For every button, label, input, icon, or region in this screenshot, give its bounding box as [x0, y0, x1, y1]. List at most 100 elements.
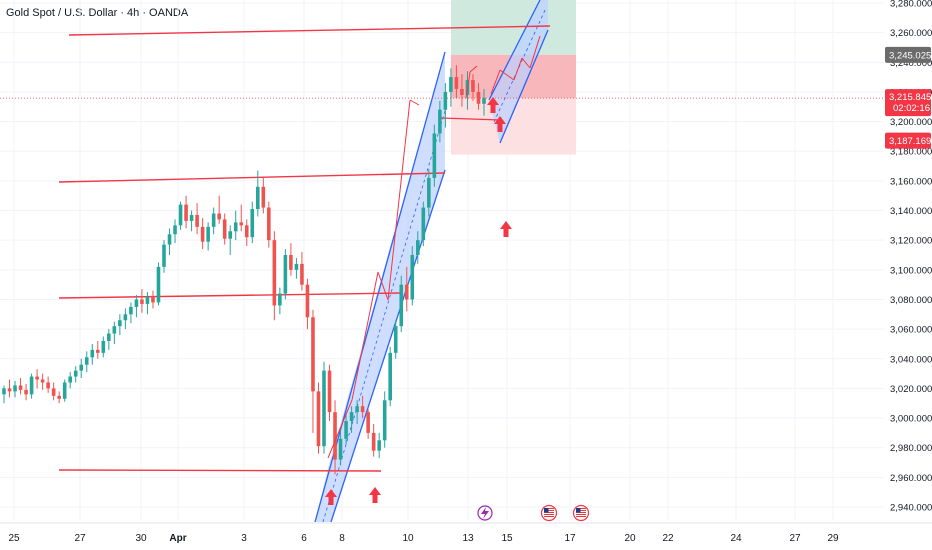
candle-body: [344, 421, 348, 439]
position-zones: [451, 0, 576, 155]
candle-body: [427, 177, 431, 208]
candle-body: [134, 299, 139, 307]
candle-body: [2, 388, 6, 395]
projection-path: [327, 399, 353, 459]
y-tick-label: 3,000.000: [890, 414, 932, 425]
stop-price-label: 3,187.169: [889, 136, 931, 147]
candle-body: [267, 207, 271, 241]
candle-body: [250, 209, 255, 238]
lightning-icon[interactable]: [477, 505, 493, 521]
candle-body: [438, 109, 442, 134]
candle-body: [366, 412, 370, 433]
candle-body: [338, 438, 343, 460]
candle-body: [283, 255, 288, 294]
candle-body: [454, 77, 459, 89]
support-resistance-line[interactable]: [58, 469, 382, 472]
candle-body: [311, 317, 315, 392]
projection-path: [521, 57, 531, 69]
event-icons[interactable]: [477, 504, 590, 522]
candle-body: [460, 88, 464, 95]
projection-path: [351, 271, 379, 401]
candle-body: [432, 133, 437, 178]
x-tick-label: 25: [8, 533, 20, 544]
arrows: [325, 35, 541, 505]
candle-body: [327, 370, 332, 413]
y-tick-label: 2,980.000: [890, 443, 932, 454]
candle-body: [316, 391, 321, 447]
candle-body: [449, 77, 453, 92]
x-tick-label: 27: [789, 533, 801, 544]
x-tick-label: 15: [501, 533, 513, 544]
candle-body: [112, 326, 117, 334]
x-tick-label: 6: [301, 533, 307, 544]
candle-body: [51, 388, 56, 396]
x-tick-label: 30: [135, 533, 147, 544]
y-tick-label: 3,140.000: [890, 206, 932, 217]
candle-body: [305, 284, 310, 318]
channel-line: [499, 29, 549, 144]
candle-body: [410, 255, 415, 300]
projection-path: [465, 71, 471, 99]
channel-line: [488, 0, 541, 101]
target-price-tag: [885, 46, 931, 63]
candle-body: [415, 240, 420, 255]
candle-body: [382, 400, 387, 441]
x-tick-label: 27: [74, 533, 86, 544]
us-flag-icon[interactable]: [572, 504, 590, 522]
y-tick-label: 3,060.000: [890, 325, 932, 336]
candle-body: [129, 306, 133, 315]
candle-body: [200, 226, 205, 242]
candle-body: [107, 333, 111, 341]
countdown-label: 02:02:16: [893, 103, 930, 114]
y-tick-label: 3,100.000: [890, 265, 932, 276]
candle-body: [195, 214, 199, 227]
buy-arrow-icon: [494, 116, 506, 132]
x-tick-label: 20: [624, 533, 636, 544]
y-tick-label: 2,940.000: [890, 503, 932, 514]
candle-body: [421, 207, 426, 241]
candle-body: [239, 222, 244, 226]
y-tick-label: 3,080.000: [890, 295, 932, 306]
y-tick-label: 2,960.000: [890, 473, 932, 484]
candle-body: [35, 376, 39, 380]
buy-arrow-icon: [487, 97, 499, 113]
candle-body: [118, 320, 122, 327]
candle-body: [101, 340, 106, 353]
x-tick-label: 29: [827, 533, 839, 544]
support-resistance-line[interactable]: [68, 25, 551, 36]
horizontal-lines[interactable]: [0, 25, 884, 472]
us-flag-icon[interactable]: [540, 504, 558, 522]
candle-body: [228, 231, 233, 239]
candle-body: [233, 222, 238, 232]
candle-body: [178, 204, 183, 226]
candle-body: [371, 432, 376, 451]
current-price-tag: [885, 89, 931, 117]
candle-body: [388, 352, 393, 401]
candle-body: [272, 240, 277, 306]
projection-path: [387, 99, 411, 301]
support-resistance-line[interactable]: [58, 172, 446, 183]
projection-path: [469, 65, 478, 73]
candle-body: [7, 388, 12, 392]
y-tick-label: 3,240.000: [890, 58, 932, 69]
candle-body: [377, 440, 381, 451]
candle-body: [29, 376, 34, 395]
candle-body: [255, 186, 260, 210]
projection-path: [529, 35, 541, 69]
channel-midline: [493, 7, 547, 123]
candle-body: [206, 226, 210, 242]
candle-body: [399, 284, 404, 327]
candle-body: [40, 379, 45, 383]
y-tick-label: 3,040.000: [890, 354, 932, 365]
candle-body: [333, 412, 337, 460]
projection-path: [409, 99, 420, 106]
x-tick-label: 22: [662, 533, 674, 544]
candle-body: [217, 213, 221, 220]
candle-body: [123, 314, 128, 321]
candle-body: [404, 284, 409, 300]
x-tick-label: 3: [241, 533, 247, 544]
support-resistance-line[interactable]: [58, 292, 401, 299]
x-tick-label: 24: [730, 533, 742, 544]
y-tick-label: 3,160.000: [890, 176, 932, 187]
